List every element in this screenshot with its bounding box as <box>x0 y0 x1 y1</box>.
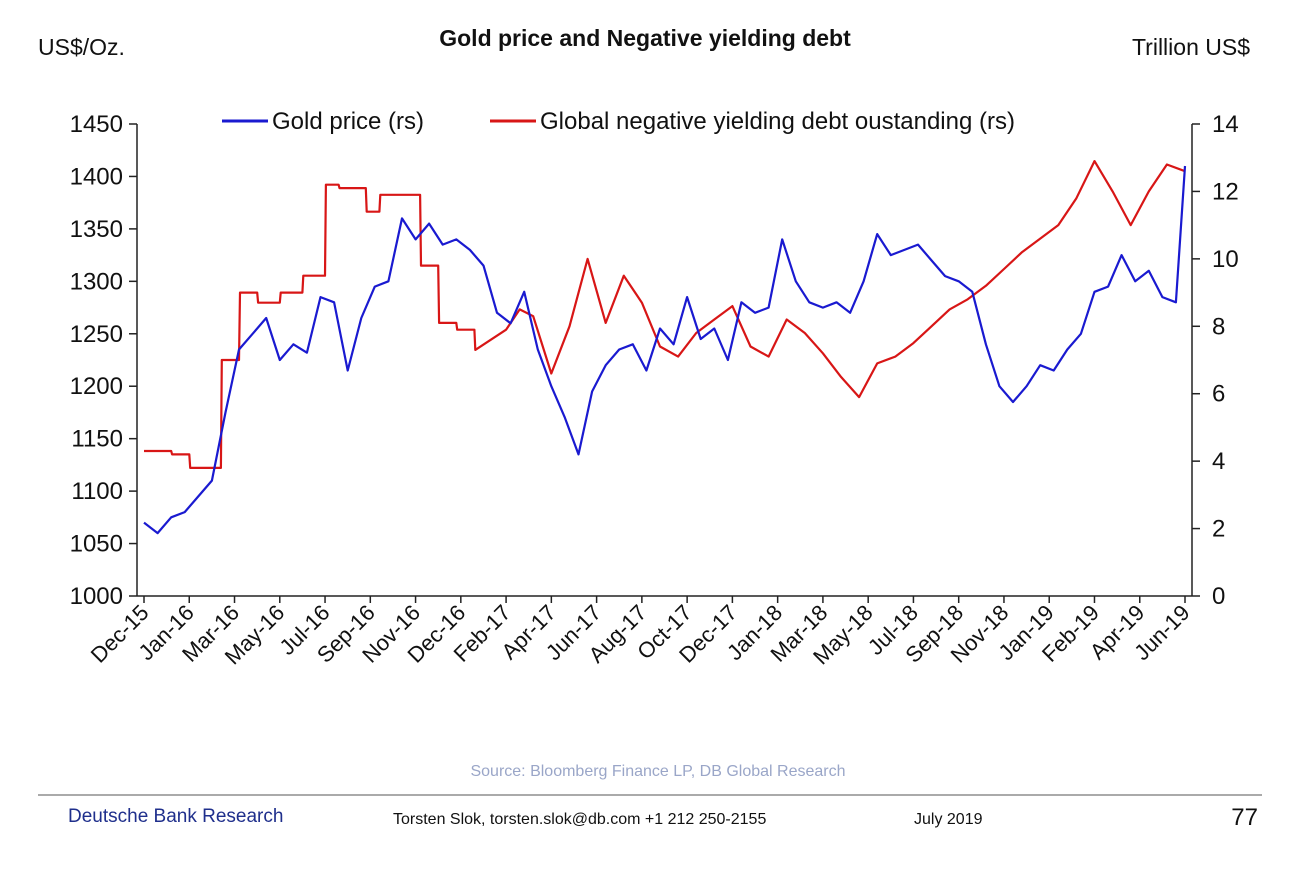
left-tick-label: 1400 <box>70 163 123 190</box>
left-tick-label: 1250 <box>70 321 123 348</box>
right-tick-label: 12 <box>1212 178 1239 205</box>
left-tick-label: 1150 <box>71 426 123 453</box>
right-tick-label: 8 <box>1212 313 1225 340</box>
gold-price-line <box>143 165 1187 535</box>
footer-brand: Deutsche Bank Research <box>68 806 283 827</box>
right-tick-label: 6 <box>1212 381 1225 408</box>
left-tick-label: 1100 <box>71 478 123 505</box>
left-tick-label: 1050 <box>70 531 123 558</box>
right-axis-ticks: 0 2 4 6 8 10 12 14 <box>1192 111 1239 610</box>
axes <box>136 124 1193 597</box>
series-layer <box>143 160 1187 535</box>
right-tick-label: 0 <box>1212 583 1225 610</box>
legend: Gold price (rs) Global negative yielding… <box>222 108 1015 135</box>
source-note: Source: Bloomberg Finance LP, DB Global … <box>470 763 845 780</box>
left-axis-ticks: 1000 1050 1100 1150 1200 1250 1300 1350 1400 1450 <box>70 111 137 610</box>
left-tick-label: 1000 <box>70 583 123 610</box>
right-tick-label: 10 <box>1212 246 1239 273</box>
x-axis-ticks: Dec-15Jan-16Mar-16May-16Jul-16Sep-16Nov-… <box>86 596 1195 669</box>
right-tick-label: 2 <box>1212 516 1225 543</box>
footer-page-number: 77 <box>1231 804 1258 831</box>
footer-contact: Torsten Slok, torsten.slok@db.com +1 212… <box>393 811 766 828</box>
chart-title: Gold price and Negative yielding debt <box>439 25 851 51</box>
right-axis-unit: Trillion US$ <box>1132 34 1250 60</box>
legend-label-debt: Global negative yielding debt oustanding… <box>540 108 1015 135</box>
left-tick-label: 1350 <box>70 216 123 243</box>
left-axis-unit: US$/Oz. <box>38 34 125 60</box>
left-tick-label: 1300 <box>70 268 123 295</box>
footer-date: July 2019 <box>914 811 983 828</box>
left-tick-label: 1200 <box>70 373 123 400</box>
right-tick-label: 4 <box>1212 448 1225 475</box>
legend-label-gold: Gold price (rs) <box>272 108 424 135</box>
left-tick-label: 1450 <box>70 111 123 138</box>
negative-yielding-debt-line <box>144 160 1186 469</box>
right-tick-label: 14 <box>1212 111 1239 138</box>
